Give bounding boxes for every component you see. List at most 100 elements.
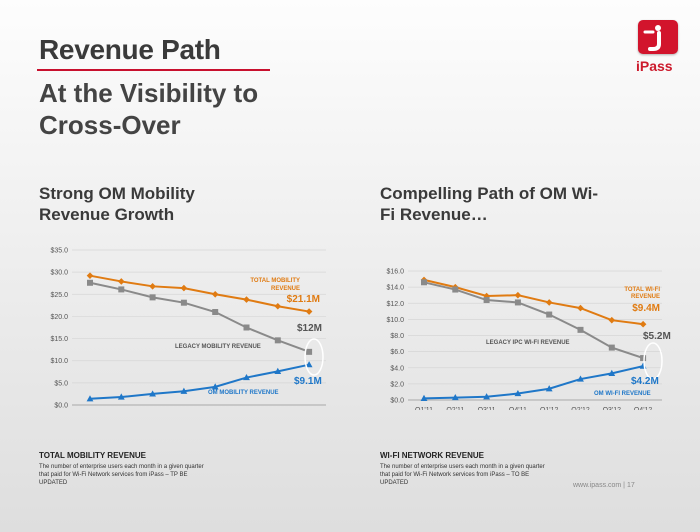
left-chart-footer-title: TOTAL MOBILITY REVENUE bbox=[39, 451, 146, 460]
data-point-triangle bbox=[243, 373, 250, 381]
data-point-triangle bbox=[483, 393, 490, 400]
y-tick-label: $6.0 bbox=[390, 349, 404, 356]
data-point-diamond bbox=[180, 284, 188, 292]
y-tick-label: $20.0 bbox=[50, 314, 68, 321]
data-point-triangle bbox=[451, 393, 459, 401]
data-point-diamond bbox=[577, 304, 584, 312]
total-series-label: TOTAL WI-FI bbox=[624, 287, 660, 293]
legacy-series-label: LEGACY IPC WI-FI REVENUE bbox=[486, 340, 570, 346]
total-series-label-line2: REVENUE bbox=[631, 294, 660, 300]
data-point-diamond bbox=[639, 320, 647, 328]
data-point-triangle bbox=[86, 395, 94, 402]
om-value-label: $9.1M bbox=[294, 376, 322, 387]
data-point-square bbox=[243, 324, 250, 331]
highlight-circle bbox=[643, 342, 663, 380]
data-point-triangle bbox=[577, 375, 584, 382]
y-tick-label: $10.0 bbox=[386, 317, 404, 324]
data-point-triangle bbox=[180, 387, 188, 394]
series-line bbox=[89, 281, 310, 353]
x-tick-label: Q2'11 bbox=[446, 407, 464, 410]
om-value-label: $4.2M bbox=[631, 376, 659, 387]
x-tick-label: Q1'11 bbox=[415, 407, 433, 410]
y-tick-label: $16.0 bbox=[386, 269, 404, 276]
x-tick-label: Q4'11 bbox=[509, 407, 527, 410]
total-value-label: $21.1M bbox=[287, 294, 320, 305]
y-tick-label: $35.0 bbox=[50, 248, 68, 255]
om-series-label: OM WI-FI REVENUE bbox=[594, 391, 651, 397]
y-tick-label: $15.0 bbox=[50, 336, 68, 343]
data-point-square bbox=[306, 348, 313, 355]
slide-title: Revenue Path bbox=[39, 34, 221, 65]
data-point-triangle bbox=[514, 389, 522, 397]
data-point-square bbox=[421, 279, 427, 286]
data-point-triangle bbox=[305, 361, 313, 368]
series-line bbox=[423, 365, 644, 400]
right-chart-footer-text: The number of enterprise users each mont… bbox=[380, 464, 545, 486]
x-tick-label: Q1'12 bbox=[540, 407, 559, 410]
right-chart-footer-title: WI-FI NETWORK REVENUE bbox=[380, 451, 484, 460]
total-series-label-line2: REVENUE bbox=[271, 286, 300, 292]
ipass-logo-icon bbox=[638, 20, 678, 54]
series-line bbox=[89, 363, 310, 400]
data-point-diamond bbox=[118, 278, 125, 285]
data-point-triangle bbox=[274, 367, 282, 374]
y-tick-label: $5.0 bbox=[54, 380, 68, 387]
data-point-square bbox=[452, 286, 459, 293]
data-point-square bbox=[608, 344, 615, 351]
data-point-square bbox=[546, 311, 553, 318]
legacy-value-label: $12M bbox=[297, 323, 322, 334]
data-point-square bbox=[180, 299, 187, 306]
data-point-square bbox=[118, 286, 125, 293]
legacy-series-label: LEGACY MOBILITY REVENUE bbox=[175, 344, 261, 350]
y-tick-label: $4.0 bbox=[390, 365, 404, 372]
y-tick-label: $30.0 bbox=[50, 270, 68, 277]
total-value-label: $9.4M bbox=[632, 303, 660, 314]
right-chart-heading: Compelling Path of OM Wi-Fi Revenue… bbox=[380, 184, 598, 224]
om-series-label: OM MOBILITY REVENUE bbox=[208, 390, 279, 396]
series-line bbox=[423, 281, 644, 360]
page-footer: www.ipass.com | 17 bbox=[573, 482, 635, 489]
x-tick-label: Q3'12 bbox=[603, 407, 622, 410]
data-point-triangle bbox=[211, 383, 219, 390]
y-tick-label: $14.0 bbox=[386, 285, 404, 292]
data-point-triangle bbox=[117, 393, 125, 400]
data-point-square bbox=[274, 337, 281, 344]
y-tick-label: $10.0 bbox=[50, 358, 68, 365]
data-point-square bbox=[577, 326, 584, 333]
y-tick-label: $0.0 bbox=[54, 403, 68, 410]
ipass-logo: iPass bbox=[636, 20, 684, 80]
data-point-triangle bbox=[149, 390, 156, 397]
data-point-square bbox=[483, 297, 490, 304]
data-point-diamond bbox=[86, 272, 94, 279]
data-point-triangle bbox=[639, 362, 647, 369]
y-tick-label: $8.0 bbox=[390, 333, 404, 340]
slide-subtitle: At the Visibility to Cross-Over bbox=[39, 78, 259, 140]
data-point-diamond bbox=[305, 308, 313, 315]
ipass-logo-text: iPass bbox=[636, 58, 673, 74]
data-point-diamond bbox=[274, 302, 282, 310]
series-line bbox=[423, 278, 644, 326]
data-point-diamond bbox=[243, 296, 250, 303]
wifi-revenue-chart: $0.0 $2.0 $4.0 $6.0 $8.0 $10.0 $12.0 $14.0 $16.0… bbox=[386, 269, 671, 411]
data-point-diamond bbox=[483, 292, 490, 300]
x-tick-label: Q4'12 bbox=[634, 407, 653, 410]
data-point-diamond bbox=[211, 290, 219, 298]
y-tick-label: $2.0 bbox=[390, 381, 404, 388]
left-chart-heading: Strong OM Mobility Revenue Growth bbox=[39, 184, 195, 224]
data-point-triangle bbox=[420, 394, 428, 401]
data-point-diamond bbox=[608, 316, 616, 324]
highlight-circle bbox=[304, 338, 324, 376]
data-point-square bbox=[87, 279, 93, 286]
data-point-diamond bbox=[545, 299, 553, 306]
data-point-diamond bbox=[149, 283, 156, 290]
data-point-triangle bbox=[608, 369, 616, 376]
data-point-square bbox=[514, 299, 521, 306]
total-series-label: TOTAL MOBILITY bbox=[250, 278, 300, 284]
y-tick-label: $12.0 bbox=[386, 301, 404, 308]
legacy-value-label: $5.2M bbox=[643, 331, 671, 342]
x-tick-label: Q3'11 bbox=[478, 407, 496, 410]
x-tick-label: Q2'12 bbox=[571, 407, 590, 410]
series-line bbox=[89, 274, 310, 313]
data-point-square bbox=[212, 309, 219, 315]
title-underline bbox=[37, 69, 270, 71]
